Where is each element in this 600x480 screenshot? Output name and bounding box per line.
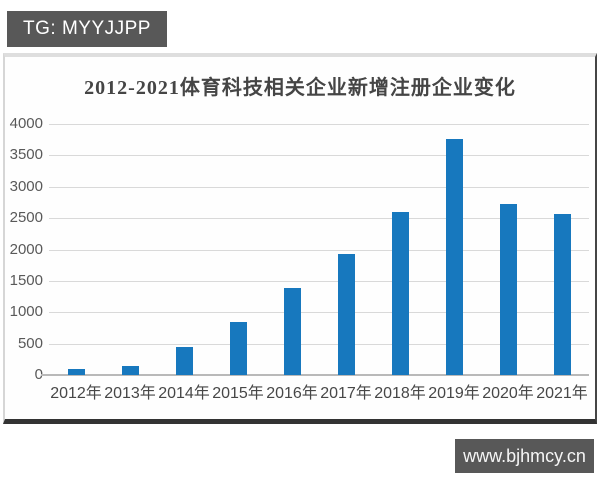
y-tick-label-2500: 2500 bbox=[9, 209, 43, 227]
x-axis-line bbox=[41, 374, 589, 376]
y-tick-label-1500: 1500 bbox=[9, 271, 43, 289]
y-tick-label-500: 500 bbox=[17, 334, 43, 352]
x-tick-label-2018年: 2018年 bbox=[374, 385, 426, 402]
y-tick-label-4000: 4000 bbox=[9, 115, 43, 132]
x-tick-label-2016年: 2016年 bbox=[266, 385, 318, 402]
chart-title: 2012-2021体育科技相关企业新增注册企业变化 bbox=[84, 77, 516, 99]
bar-2013年 bbox=[121, 365, 139, 375]
x-tick-label-2012年: 2012年 bbox=[50, 385, 102, 402]
bar-2016年 bbox=[283, 287, 301, 375]
x-tick-label-2020年: 2020年 bbox=[482, 385, 534, 402]
x-tick-label-2021年: 2021年 bbox=[536, 385, 588, 402]
plot-area bbox=[41, 124, 589, 376]
bar-2021年 bbox=[553, 214, 571, 375]
bar-2019年 bbox=[445, 139, 463, 375]
x-tick-label-2019年: 2019年 bbox=[428, 385, 480, 402]
y-tick-label-3500: 3500 bbox=[9, 146, 43, 164]
x-tick-label-2015年: 2015年 bbox=[212, 385, 264, 402]
bar-2020年 bbox=[499, 204, 517, 375]
gridline-y-3500 bbox=[49, 155, 589, 157]
bar-2014年 bbox=[175, 347, 193, 375]
y-tick-label-1000: 1000 bbox=[9, 303, 43, 321]
y-tick-label-3000: 3000 bbox=[9, 177, 43, 195]
y-tick-label-2000: 2000 bbox=[9, 240, 43, 258]
bar-2012年 bbox=[67, 368, 85, 375]
gridline-y-4000 bbox=[49, 124, 589, 125]
chart-panel: 2012-2021体育科技相关企业新增注册企业变化 0 500 1000 1500 20… bbox=[3, 53, 597, 424]
bar-2017年 bbox=[337, 253, 355, 375]
gridline-y-1500 bbox=[49, 280, 589, 282]
bar-2015年 bbox=[229, 322, 247, 375]
gridline-y-1000 bbox=[49, 312, 589, 314]
gridline-y-2500 bbox=[49, 218, 589, 220]
gridline-y-2000 bbox=[49, 249, 589, 251]
y-tick-label-0: 0 bbox=[34, 366, 43, 383]
telegram-watermark-badge: TG: MYYJJPP bbox=[7, 11, 167, 47]
x-tick-label-2014年: 2014年 bbox=[158, 385, 210, 402]
website-watermark-badge: www.bjhmcy.cn bbox=[455, 439, 594, 473]
gridline-y-3000 bbox=[49, 186, 589, 188]
x-tick-label-2013年: 2013年 bbox=[104, 385, 156, 402]
x-tick-label-2017年: 2017年 bbox=[320, 385, 372, 402]
bar-2018年 bbox=[391, 212, 409, 375]
gridline-y-500 bbox=[49, 343, 589, 345]
